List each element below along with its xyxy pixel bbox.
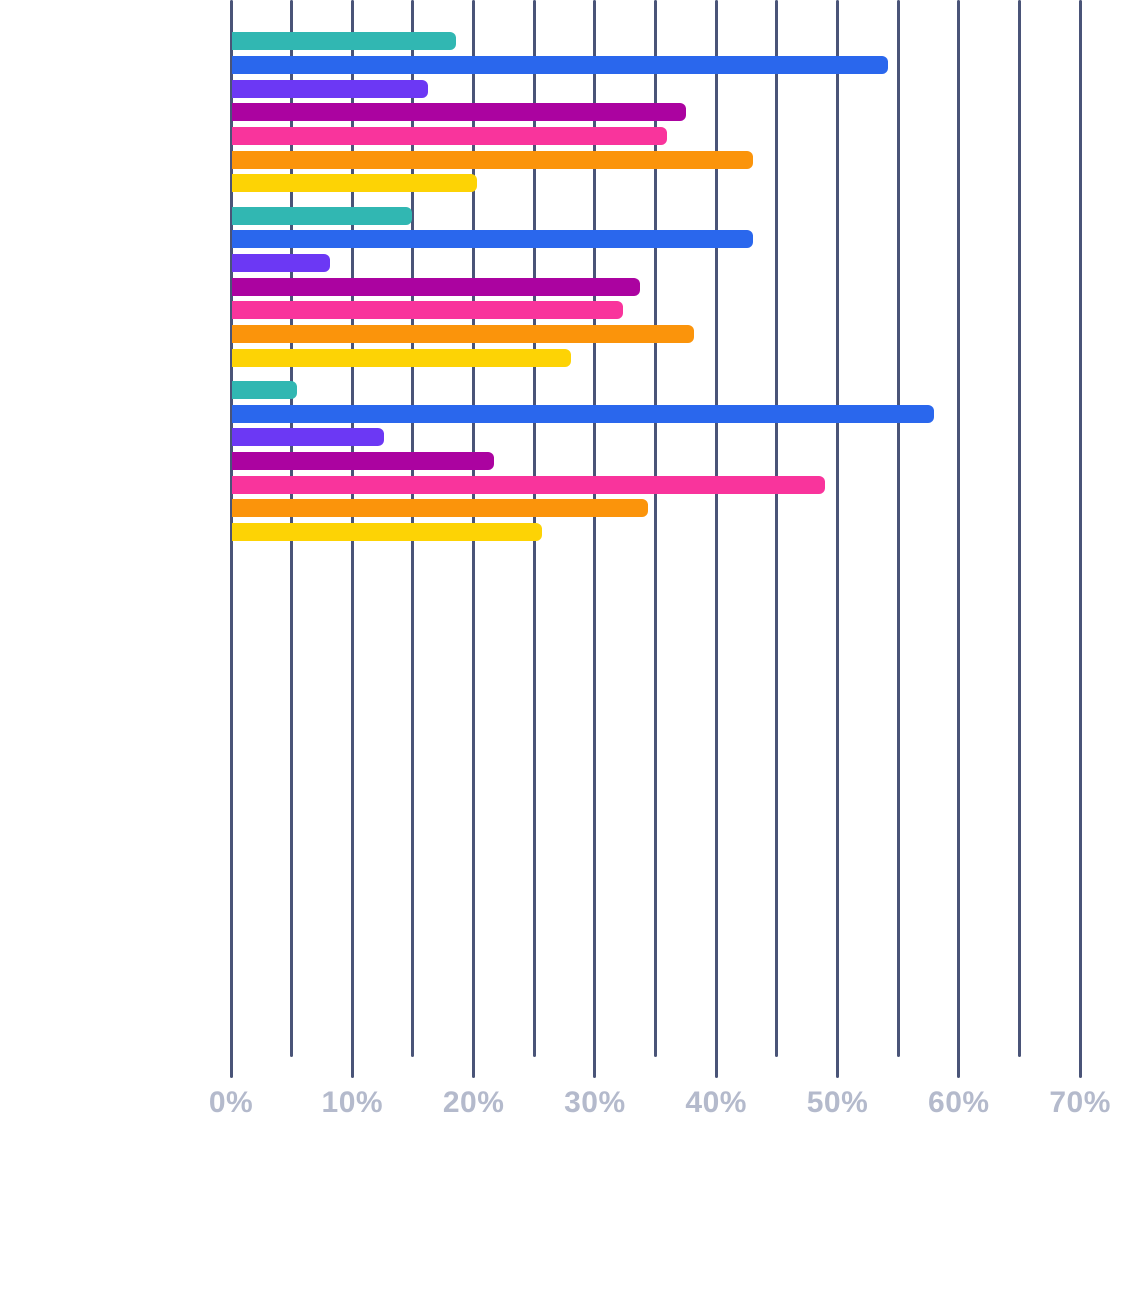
bar-group-1-pink [231,126,667,145]
bar-group-1-orange [231,150,754,169]
bar-group-2-pink [231,301,624,320]
minor-gridline [654,0,658,1057]
bar-group-3-blue [231,404,934,423]
bar-group-1-teal [231,32,456,51]
x-axis-tick-label: 70% [1049,1086,1111,1119]
x-axis-tick-label: 50% [806,1086,869,1119]
minor-gridline [775,0,779,1057]
bar-group-1-violet [231,79,428,98]
x-axis-tick-label: 40% [685,1086,747,1119]
bar-group-2-orange [231,325,694,343]
major-gridline [714,0,718,1078]
x-axis-tick-label: 20% [442,1086,505,1119]
bar-group-1-yellow [231,174,477,193]
major-gridline [1078,0,1082,1078]
bar-group-3-violet [231,428,385,447]
major-gridline [229,0,233,1078]
bar-group-2-blue [231,230,754,249]
major-gridline [836,0,839,1078]
bar-group-3-pink [231,475,825,494]
bar-group-3-orange [231,499,648,518]
bar-group-2-violet [231,253,330,272]
minor-gridline [896,0,900,1057]
bar-group-1-blue [231,55,888,74]
x-axis-tick-label: 10% [321,1086,384,1119]
bar-group-3-magenta [231,452,494,470]
bar-group-3-teal [231,381,297,399]
bar-group-2-magenta [231,277,641,296]
major-gridline [957,0,961,1078]
major-gridline [593,0,597,1078]
bar-group-2-teal [231,206,413,225]
x-axis-tick-label: 0% [208,1086,254,1119]
bar-group-3-yellow [231,523,543,542]
bar-group-1-magenta [231,103,687,122]
minor-gridline [1017,0,1021,1057]
x-axis-tick-label: 60% [928,1086,990,1119]
x-axis-tick-label: 30% [564,1086,626,1119]
bar-group-2-yellow [231,348,572,367]
